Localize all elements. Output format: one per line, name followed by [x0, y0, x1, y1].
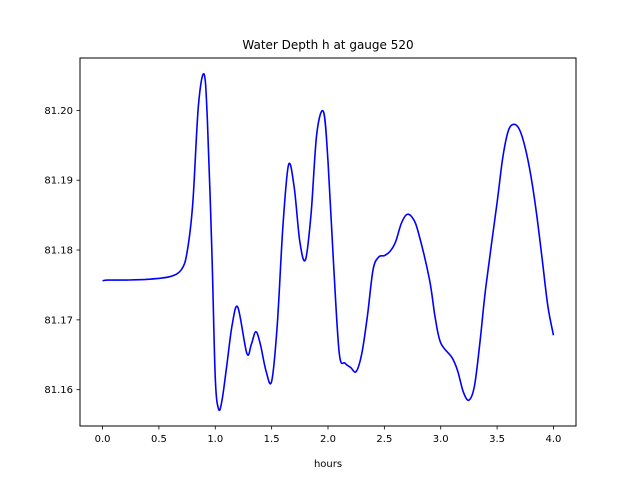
x-tick-label: 4.0 — [546, 434, 562, 445]
x-tick-label: 3.0 — [433, 434, 449, 445]
x-tick-label: 0.5 — [151, 434, 167, 445]
x-axis-label: hours — [314, 459, 342, 470]
x-tick-label: 1.5 — [264, 434, 280, 445]
x-tick-label: 2.0 — [320, 434, 336, 445]
y-tick-label: 81.20 — [44, 106, 73, 117]
x-tick-label: 3.5 — [489, 434, 505, 445]
y-tick-label: 81.16 — [44, 385, 73, 396]
x-tick-label: 2.5 — [376, 434, 392, 445]
chart-title: Water Depth h at gauge 520 — [242, 38, 413, 52]
y-tick-label: 81.19 — [44, 176, 73, 187]
x-tick-label: 0.0 — [95, 434, 111, 445]
y-tick-label: 81.18 — [44, 246, 73, 257]
x-tick-label: 1.0 — [207, 434, 223, 445]
y-tick-label: 81.17 — [44, 315, 73, 326]
